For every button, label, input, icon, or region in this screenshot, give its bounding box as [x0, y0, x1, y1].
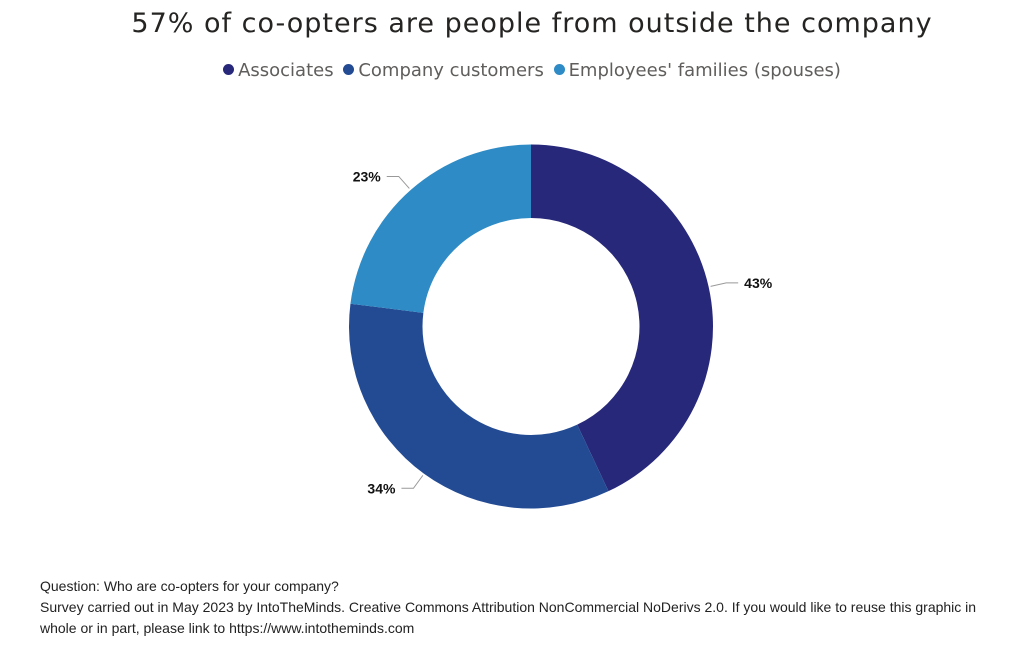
- chart-title: 57% of co-opters are people from outside…: [131, 8, 933, 39]
- legend-label: Employees' families (spouses): [568, 60, 841, 81]
- donut-slice-company-customers[interactable]: [349, 303, 609, 509]
- legend: Associates Company customers Employees' …: [0, 60, 1024, 81]
- legend-item-employees-families[interactable]: Employees' families (spouses): [553, 60, 841, 81]
- donut-slice-associates[interactable]: [531, 144, 713, 492]
- leader-line: [401, 475, 424, 489]
- data-label: 23%: [353, 168, 382, 184]
- footer-question: Question: Who are co-opters for your com…: [40, 578, 339, 594]
- legend-label: Associates: [238, 60, 334, 81]
- legend-dot-icon: [553, 64, 565, 75]
- data-label: 43%: [744, 275, 773, 291]
- legend-item-company-customers[interactable]: Company customers: [343, 60, 544, 81]
- legend-item-associates[interactable]: Associates: [223, 60, 334, 81]
- donut-slice-employees-families-spouses-[interactable]: [350, 144, 531, 313]
- legend-label: Company customers: [358, 60, 544, 81]
- legend-dot-icon: [343, 64, 355, 75]
- leader-line: [386, 175, 410, 189]
- data-label: 34%: [367, 480, 396, 496]
- footer: Question: Who are co-opters for your com…: [40, 576, 1015, 639]
- leader-line: [710, 282, 739, 287]
- legend-dot-icon: [223, 64, 235, 75]
- footer-source: Survey carried out in May 2023 by IntoTh…: [40, 599, 977, 636]
